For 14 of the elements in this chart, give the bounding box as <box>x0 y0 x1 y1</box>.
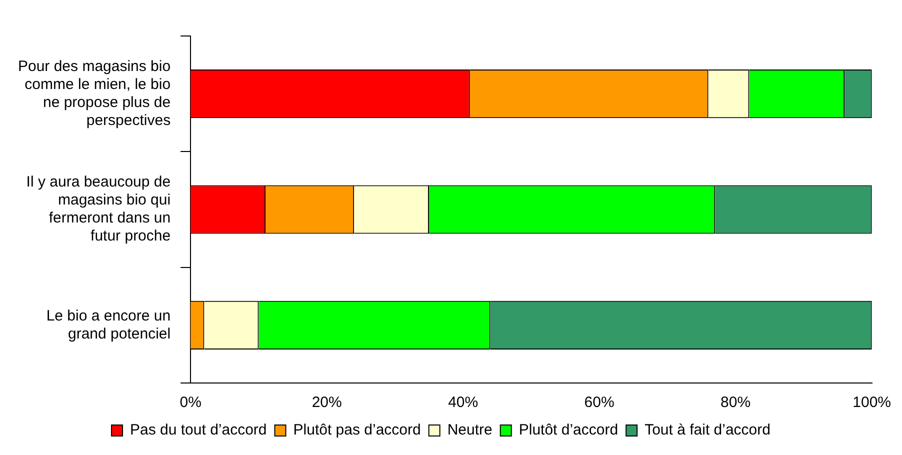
legend-label: Plutôt pas d’accord <box>293 422 421 439</box>
legend-label: Pas du tout d’accord <box>130 422 267 439</box>
y-tick-label: Pour des magasins bio comme le mien, le bio ne propose plus de perspectives <box>18 58 171 129</box>
legend-label: Plutôt d’accord <box>518 422 618 439</box>
x-tick-label: 80% <box>720 394 751 412</box>
x-tick-label: 60% <box>584 394 614 412</box>
x-tick-label: 0% <box>180 394 202 412</box>
legend-label: Neutre <box>447 422 492 439</box>
x-tick-label: 100% <box>852 394 892 412</box>
x-tick-label: 20% <box>312 394 342 412</box>
x-tick-label: 40% <box>448 394 478 412</box>
legend-label: Tout à fait d’accord <box>644 422 770 439</box>
y-tick-label: Il y aura beaucoup de magasins bio qui fermeront dans un futur proche <box>26 174 171 245</box>
y-tick-label: Le bio a encore un grand potenciel <box>46 307 171 342</box>
